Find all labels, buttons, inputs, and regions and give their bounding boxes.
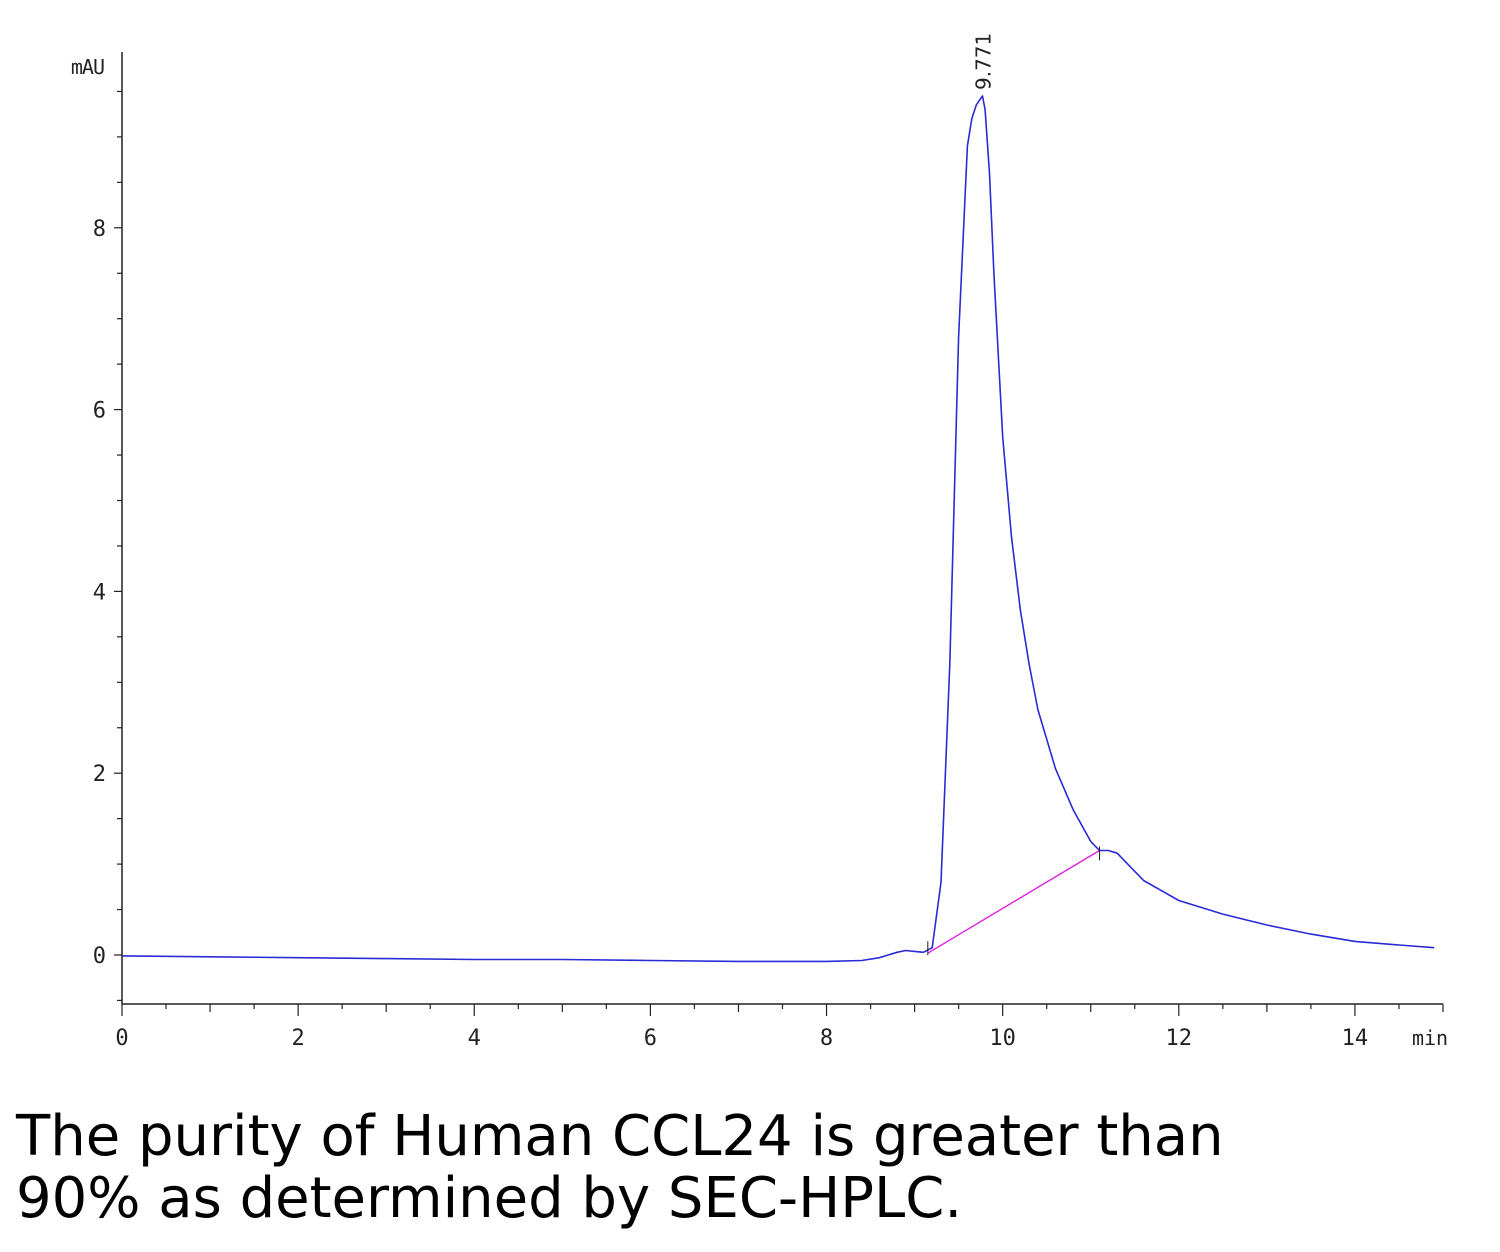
x-tick-label: 8 [820,1026,833,1051]
axes-group: 0 2 4 6 8 mAU 0 2 4 6 8 10 12 14 min [71,52,1448,1051]
x-tick-label: 4 [468,1026,481,1051]
caption-line-1: The purity of Human CCL24 is greater tha… [16,1104,1224,1169]
x-tick-label: 14 [1342,1026,1369,1051]
y-axis-label: mAU [71,55,104,79]
chromatogram-chart: 0 2 4 6 8 mAU 0 2 4 6 8 10 12 14 min 9.771 [71,33,1448,1051]
y-tick-label: 6 [93,399,106,424]
caption-line-2: 90% as determined by SEC-HPLC. [16,1166,963,1231]
y-tick-label: 4 [93,580,106,605]
x-tick-label: 12 [1166,1026,1193,1051]
x-tick-label: 2 [292,1026,305,1051]
baseline-line [927,849,1100,954]
y-tick-label: 2 [93,762,106,787]
caption: The purity of Human CCL24 is greater tha… [16,1106,1476,1230]
x-tick-label: 10 [989,1026,1016,1051]
x-tick-label: 0 [115,1026,128,1051]
y-tick-label: 8 [93,217,106,242]
plot-area: 9.771 [121,33,1435,963]
y-tick-label: 0 [93,944,106,969]
peak-label: 9.771 [971,33,995,90]
chromatogram-trace [121,95,1435,963]
x-axis-label: min [1412,1026,1448,1050]
x-tick-label: 6 [644,1026,657,1051]
